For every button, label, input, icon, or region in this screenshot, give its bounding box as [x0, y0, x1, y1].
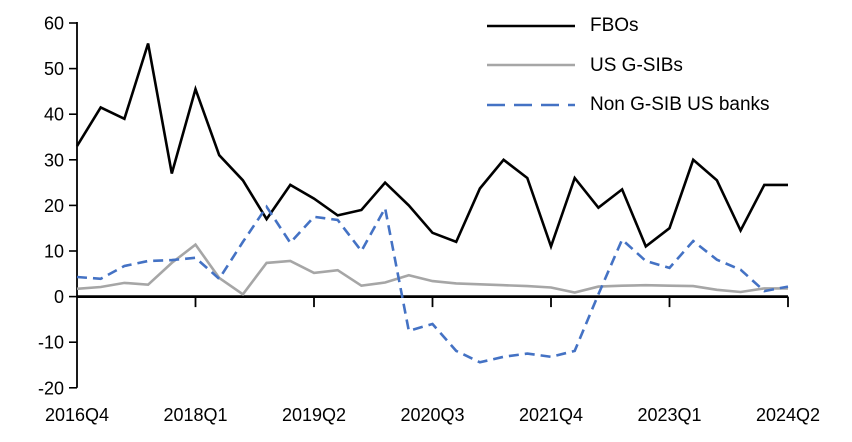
y-axis-tick-label: -20 — [38, 378, 64, 398]
legend-label: Non G-SIB US banks — [590, 94, 770, 116]
series-line-us-g-sibs — [76, 242, 788, 297]
y-axis-tick-label: 40 — [44, 105, 64, 125]
y-axis-tick-label: -10 — [38, 333, 64, 353]
y-axis-tick-label: 20 — [44, 196, 64, 216]
x-axis-tick-label: 2024Q2 — [756, 405, 820, 425]
series-line-non-g-sib-us-banks — [76, 204, 789, 364]
legend-item-fbos: FBOs — [487, 6, 770, 46]
y-axis-tick-label: 0 — [54, 287, 64, 307]
legend-label: FBOs — [590, 15, 639, 37]
legend-line-icon-dashed-blue — [487, 103, 575, 107]
y-axis-tick-label: 50 — [44, 59, 64, 79]
y-axis-tick-label: 10 — [44, 242, 64, 262]
legend-line-icon-solid-gray — [487, 63, 575, 67]
legend-label: US G-SIBs — [590, 54, 683, 76]
legend-item-us-gsibs: US G-SIBs — [487, 46, 770, 86]
legend: FBOs US G-SIBs Non G-SIB US banks — [487, 6, 770, 125]
x-axis-tick-label: 2021Q4 — [519, 405, 583, 425]
x-axis-tick-label: 2019Q2 — [282, 405, 346, 425]
legend-item-non-gsib: Non G-SIB US banks — [487, 85, 770, 125]
legend-line-icon-solid-black — [487, 24, 575, 28]
y-axis-tick-label: 60 — [44, 14, 64, 34]
x-axis-tick-label: 2018Q1 — [163, 405, 227, 425]
x-axis-tick-label: 2020Q3 — [400, 405, 464, 425]
x-axis-tick-label: 2023Q1 — [637, 405, 701, 425]
x-axis-tick-label: 2016Q4 — [45, 405, 109, 425]
series-line-fbos — [75, 43, 788, 251]
y-axis-tick-label: 30 — [44, 150, 64, 170]
